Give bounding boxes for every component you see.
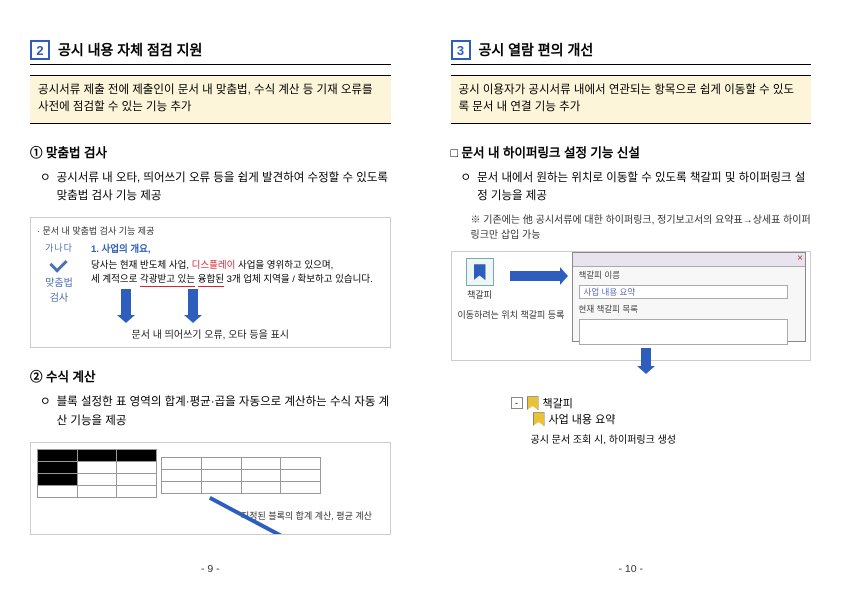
- arrow-down-icon: [641, 348, 651, 366]
- figure-caption: · 문서 내 맞춤법 검사 기능 제공: [37, 224, 384, 237]
- bullet-item: ㅇ 문서 내에서 원하는 위치로 이동할 수 있도록 책갈피 및 하이퍼링크 설…: [451, 169, 812, 206]
- tree-note: 공시 문서 조회 시, 하이퍼링크 생성: [451, 431, 812, 446]
- dialog-input: 사업 내용 요약: [579, 285, 788, 299]
- subsection-title-hyperlink: □ 문서 내 하이퍼링크 설정 기능 신설: [451, 142, 812, 161]
- close-icon: ×: [797, 253, 803, 264]
- section-header: 2 공시 내용 자체 점검 지원: [30, 40, 391, 65]
- bookmark-icon: [466, 258, 494, 286]
- section-number-box: 2: [30, 40, 50, 60]
- note: ※ 기존에는 他 공시서류에 대한 하이퍼링크, 정기보고서의 요약표→상세표 …: [451, 211, 812, 241]
- bullet-marker: ㅇ: [40, 169, 51, 206]
- bullet-marker: ㅇ: [40, 393, 51, 430]
- bookmark-small-icon: [527, 396, 539, 410]
- dialog-titlebar: ×: [573, 253, 806, 267]
- subsection-title-spellcheck: ① 맞춤법 검사: [30, 142, 391, 161]
- section-title: 공시 내용 자체 점검 지원: [58, 40, 202, 60]
- arrow-caption: 이동하려는 위치 책갈피 등록: [458, 308, 565, 321]
- expand-icon: -: [511, 397, 523, 409]
- bookmark-tree: - 책갈피 사업 내용 요약: [451, 395, 812, 427]
- check-icon: [47, 256, 71, 272]
- section-title: 공시 열람 편의 개선: [479, 40, 594, 60]
- subsection-title-calc: ② 수식 계산: [30, 366, 391, 385]
- figure-spellcheck: · 문서 내 맞춤법 검사 기능 제공 가나다 맞춤법 검사 1. 사업의 개요…: [30, 217, 391, 348]
- arrow-down-icon: [121, 289, 131, 315]
- page-left: 2 공시 내용 자체 점검 지원 공시서류 제출 전에 제출인이 문서 내 맞춤…: [0, 0, 421, 595]
- dialog-mock: × 책갈피 이름 사업 내용 요약 현재 책갈피 목록: [572, 252, 807, 342]
- figure-footer: 문서 내 띄어쓰기 오류, 오타 등을 표시: [37, 326, 384, 341]
- dialog-list: [579, 319, 788, 345]
- page-right: 3 공시 열람 편의 개선 공시 이용자가 공시서류 내에서 연관되는 항목으로…: [421, 0, 841, 595]
- page-number: - 9 -: [30, 553, 391, 575]
- arrow-down-icon: [188, 289, 198, 315]
- bullet-text: 블록 설정한 표 영역의 합계·평균·곱을 자동으로 계산하는 수식 자동 계산…: [57, 393, 391, 430]
- bullet-text: 공시서류 내 오타, 띄어쓰기 오류 등을 쉽게 발견하여 수정할 수 있도록 …: [57, 169, 391, 206]
- figure-calc: 지정된 블록의 합계 계산, 평균 계산: [30, 442, 391, 535]
- bullet-item: ㅇ 블록 설정한 표 영역의 합계·평균·곱을 자동으로 계산하는 수식 자동 …: [30, 393, 391, 430]
- spellcheck-sample-text: 1. 사업의 개요, 당사는 현재 반도체 사업, 디스플레이 사업을 영위하고…: [91, 241, 384, 318]
- figure-label: 지정된 블록의 합계 계산, 평균 계산: [241, 509, 372, 522]
- section-number-box: 3: [451, 40, 471, 60]
- arrow-right-icon: [510, 271, 560, 281]
- spellcheck-tool-label: 가나다 맞춤법 검사: [37, 241, 81, 318]
- tree-child: 사업 내용 요약: [511, 411, 812, 427]
- section-header: 3 공시 열람 편의 개선: [451, 40, 812, 65]
- bullet-text: 문서 내에서 원하는 위치로 이동할 수 있도록 책갈피 및 하이퍼링크 설정 …: [477, 169, 811, 206]
- bookmark-small-icon: [533, 412, 545, 426]
- summary-box: 공시 이용자가 공시서류 내에서 연관되는 항목으로 쉽게 이동할 수 있도록 …: [451, 75, 812, 124]
- bookmark-tile: 책갈피: [456, 258, 504, 301]
- tree-root: - 책갈피: [511, 395, 812, 411]
- bullet-item: ㅇ 공시서류 내 오타, 띄어쓰기 오류 등을 쉽게 발견하여 수정할 수 있도…: [30, 169, 391, 206]
- bullet-marker: ㅇ: [461, 169, 472, 206]
- page-number: - 10 -: [451, 553, 812, 575]
- dialog-label: 책갈피 이름: [573, 267, 806, 283]
- dialog-label: 현재 책갈피 목록: [573, 301, 806, 317]
- summary-box: 공시서류 제출 전에 제출인이 문서 내 맞춤법, 수식 계산 등 기재 오류를…: [30, 75, 391, 124]
- figure-bookmark: 책갈피 이동하려는 위치 책갈피 등록 × 책갈피 이름 사업 내용 요약 현재…: [451, 251, 812, 361]
